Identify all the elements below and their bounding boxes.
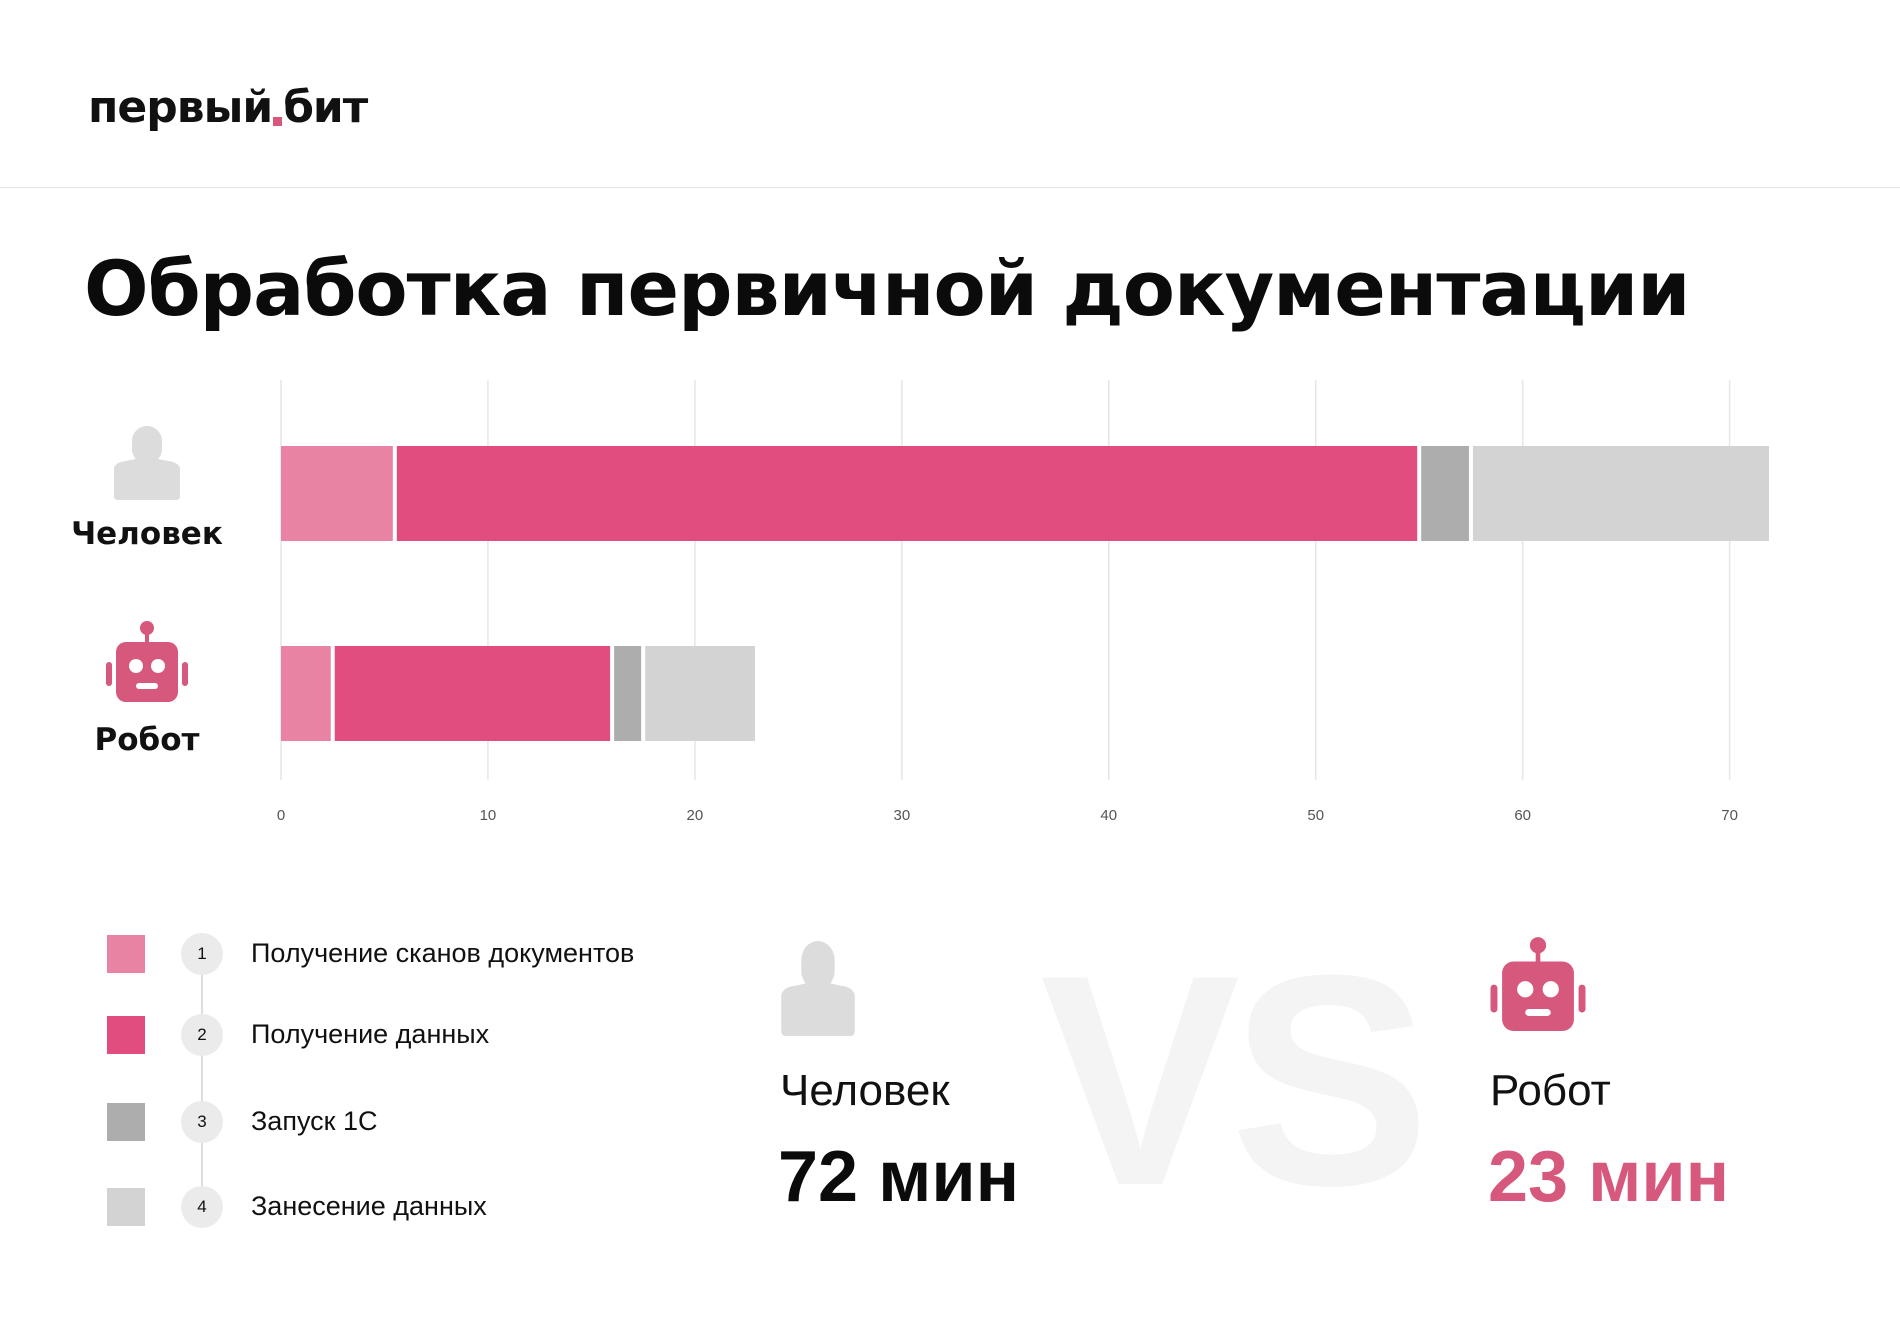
row-label-robot: Робот [94, 722, 200, 758]
bar-segment [1472, 446, 1769, 541]
bar-segment [645, 646, 755, 741]
legend-label: Запуск 1С [251, 1106, 378, 1136]
x-tick-label: 60 [1514, 807, 1531, 824]
robot-icon-large [1490, 937, 1586, 1031]
x-tick-label: 40 [1100, 807, 1117, 824]
logo-text-left: первый [88, 82, 273, 133]
bar-segment [334, 646, 611, 741]
robot-time: 23 мин [1488, 1137, 1730, 1217]
logo: первый бит [88, 82, 368, 133]
x-tick-label: 30 [893, 807, 910, 824]
legend-swatch [107, 1188, 145, 1226]
legend-step-number: 4 [181, 1186, 223, 1228]
header-divider [0, 187, 1900, 188]
legend-step-number: 2 [181, 1014, 223, 1056]
bar-segment [396, 446, 1418, 541]
row-label-person: Человек [71, 516, 223, 552]
legend-connector-line [201, 960, 203, 1210]
x-tick-label: 50 [1307, 807, 1324, 824]
legend-swatch [107, 1103, 145, 1141]
legend-step-number: 3 [181, 1101, 223, 1143]
bar-segment [1421, 446, 1469, 541]
legend-swatch [107, 935, 145, 973]
robot-icon [106, 621, 188, 702]
vs-watermark: VS [1040, 912, 1430, 1248]
legend-step-number: 1 [181, 933, 223, 975]
x-tick-label: 70 [1721, 807, 1738, 824]
legend-label: Занесение данных [251, 1191, 487, 1221]
bar-segment [281, 446, 393, 541]
legend-label: Получение сканов документов [251, 938, 635, 968]
bar-segment [281, 646, 331, 741]
bar-segment [614, 646, 642, 741]
robot-label: Робот [1490, 1066, 1611, 1115]
logo-dot [273, 117, 283, 126]
x-tick-label: 10 [480, 807, 497, 824]
person-label: Человек [780, 1066, 950, 1115]
x-tick-label: 0 [277, 807, 285, 824]
person-icon-large [781, 941, 855, 1036]
x-tick-label: 20 [687, 807, 704, 824]
legend-label: Получение данных [251, 1019, 490, 1049]
legend-swatch [107, 1016, 145, 1054]
logo-text-right: бит [283, 82, 368, 133]
person-time: 72 мин [778, 1137, 1020, 1217]
stacked-bar-chart: 0 10 20 30 40 50 60 70 [277, 380, 1769, 824]
person-icon [114, 426, 180, 500]
page-title: Обработка первичной документации [84, 244, 1690, 333]
